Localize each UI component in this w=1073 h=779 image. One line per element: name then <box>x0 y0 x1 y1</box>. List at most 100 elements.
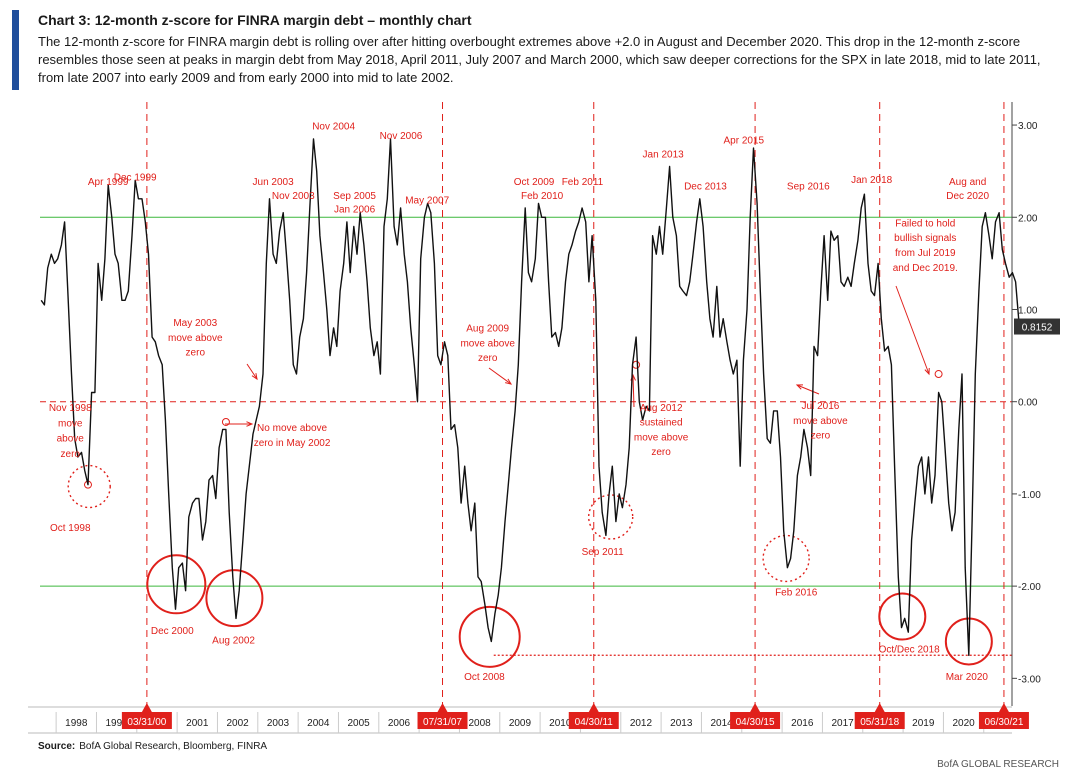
x-tick-label: 2012 <box>630 718 653 729</box>
last-value-badge <box>1014 318 1060 335</box>
annotation-label: Feb 2016 <box>775 587 818 598</box>
x-tick-label: 2009 <box>509 718 532 729</box>
annotation-label: Apr 1999 <box>88 177 129 188</box>
y-tick-label: 3.00 <box>1018 121 1038 132</box>
annotation-label: move above <box>634 432 689 443</box>
annotation-label: No move above <box>257 423 327 434</box>
trough-highlight <box>944 617 993 666</box>
annotation-label: zero <box>811 431 831 442</box>
x-tick-label: 2001 <box>186 718 209 729</box>
x-tick-label: 1998 <box>65 718 88 729</box>
annotation-label: Feb 2010 <box>521 191 564 202</box>
branding-text: BofA GLOBAL RESEARCH <box>937 759 1059 770</box>
annotation-arrow-head <box>795 384 804 390</box>
annotation-label: Sep 2016 <box>787 182 830 193</box>
annotation-label: May 2007 <box>405 195 449 206</box>
annotation-arrow <box>796 384 820 395</box>
header-accent-bar <box>12 10 19 90</box>
annotation-label: Nov 2003 <box>272 191 315 202</box>
x-flag-box <box>568 712 619 729</box>
x-flag-label: 04/30/11 <box>575 717 614 728</box>
x-tick-label: 2006 <box>388 718 411 729</box>
annotation-label: above <box>57 433 85 444</box>
annotation-label: Aug and <box>949 177 986 188</box>
x-flag-box <box>121 712 172 729</box>
annotation-label: zero in May 2002 <box>254 438 331 449</box>
x-tick-label: 2002 <box>227 718 250 729</box>
annotation-label: bullish signals <box>894 233 956 244</box>
x-flag-label: 04/30/15 <box>736 717 775 728</box>
x-flag-marker <box>750 703 761 712</box>
y-tick-label: -1.00 <box>1018 490 1041 501</box>
annotation-arrow <box>632 374 635 408</box>
y-tick-label: -2.00 <box>1018 582 1041 593</box>
event-marker <box>632 360 641 369</box>
annotation-label: zero <box>186 348 206 359</box>
annotation-label: Nov 2006 <box>380 131 423 142</box>
annotation-label: Apr 2015 <box>723 135 764 146</box>
annotation-label: Failed to hold <box>895 218 955 229</box>
y-tick-label: 0.00 <box>1018 398 1038 409</box>
trough-highlight <box>458 605 521 668</box>
y-tick-label: 1.00 <box>1018 305 1038 316</box>
x-flag-marker <box>141 703 152 712</box>
last-value-label: 0.8152 <box>1022 323 1053 334</box>
annotation-label: Oct/Dec 2018 <box>879 645 941 656</box>
x-flag-box <box>730 712 781 729</box>
x-tick-label: 2008 <box>468 718 491 729</box>
zscore-series-line <box>40 138 1020 656</box>
annotation-label: Nov 2004 <box>312 122 355 133</box>
trough-highlight <box>205 569 264 628</box>
annotation-label: move above <box>168 333 223 344</box>
annotation-label: Jul 2016 <box>802 401 840 412</box>
annotation-label: zero <box>651 447 671 458</box>
trough-highlight <box>146 554 207 615</box>
source-note: Source: BofA Global Research, Bloomberg, … <box>38 741 267 752</box>
y-tick-label: 2.00 <box>1018 213 1038 224</box>
annotation-label: and Dec 2019. <box>893 263 958 274</box>
annotation-arrow-head <box>251 373 258 381</box>
x-tick-label: 2016 <box>791 718 814 729</box>
annotation-label: Dec 2000 <box>151 626 194 637</box>
trough-highlight <box>587 494 634 540</box>
annotation-label: Jun 2003 <box>253 177 295 188</box>
annotation-label: Oct 2008 <box>464 672 505 683</box>
annotation-label: Aug 2012 <box>640 403 683 414</box>
annotation-arrow-head <box>924 367 930 376</box>
x-tick-label: 2004 <box>307 718 330 729</box>
y-tick-label: -3.00 <box>1018 674 1041 685</box>
chart-title: Chart 3: 12-month z-score for FINRA marg… <box>38 12 472 28</box>
trough-highlight <box>878 592 927 641</box>
x-tick-label: 2010 <box>549 718 572 729</box>
trough-highlight <box>762 534 810 583</box>
annotation-label: Dec 2013 <box>684 182 727 193</box>
annotation-arrow <box>895 285 930 375</box>
annotation-label: zero <box>478 353 498 364</box>
annotation-label: May 2003 <box>173 318 217 329</box>
annotation-label: Aug 2009 <box>466 324 509 335</box>
x-flag-label: 03/31/00 <box>127 717 166 728</box>
annotation-arrow <box>246 363 258 380</box>
annotation-label: sustained <box>640 418 683 429</box>
x-flag-marker <box>437 703 448 712</box>
x-tick-label: 2019 <box>912 718 935 729</box>
event-marker <box>934 370 943 379</box>
x-flag-label: 05/31/18 <box>860 717 899 728</box>
annotation-arrow-head <box>246 421 254 427</box>
annotation-label: from Jul 2019 <box>895 248 956 259</box>
x-tick-label: 1999 <box>106 718 129 729</box>
source-text: BofA Global Research, Bloomberg, FINRA <box>79 741 268 752</box>
annotation-label: Jan 2013 <box>643 149 685 160</box>
annotation-label: Dec 2020 <box>946 191 989 202</box>
chart-subtitle: The 12-month z-score for FINRA margin de… <box>38 34 1041 85</box>
x-flag-marker <box>998 703 1009 712</box>
annotation-label: Mar 2020 <box>946 672 989 683</box>
annotation-label: move above <box>460 338 515 349</box>
x-tick-label: 2005 <box>347 718 370 729</box>
annotation-label: Aug 2002 <box>212 635 255 646</box>
annotation-label: Nov 1998 <box>49 403 92 414</box>
trough-highlight <box>67 464 111 509</box>
x-flag-marker <box>874 703 885 712</box>
x-flag-label: 07/31/07 <box>423 717 462 728</box>
